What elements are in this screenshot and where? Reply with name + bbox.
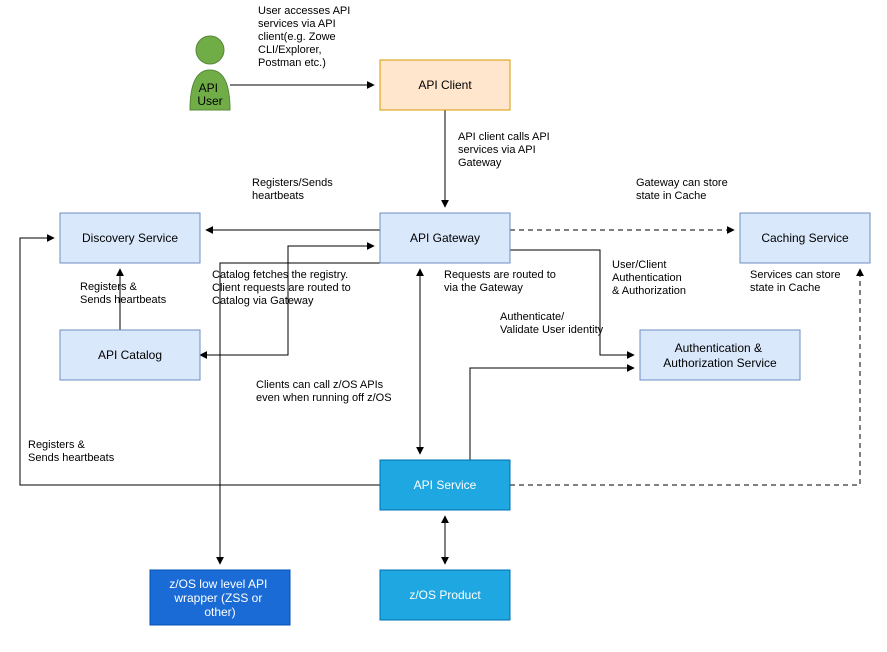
edge-label: Gateway can store state in Cache <box>636 177 731 202</box>
edge-label: User/Client Authentication & Authorizati… <box>612 259 686 297</box>
node-api-service: API Service <box>380 460 510 510</box>
node-label: API Gateway <box>410 231 480 245</box>
node-discovery-service: Discovery Service <box>60 213 200 263</box>
node-api-catalog: API Catalog <box>60 330 200 380</box>
edge-label: Catalog fetches the registry. Client req… <box>212 269 354 307</box>
edge-client-to-gateway: API client calls API services via API Ga… <box>445 110 553 207</box>
node-label: API Service <box>414 478 477 492</box>
edge-gateway-to-discovery: Registers/Sends heartbeats <box>206 177 380 230</box>
node-zos-wrapper: z/OS low level API wrapper (ZSS or other… <box>150 570 290 625</box>
node-label: z/OS Product <box>409 588 481 602</box>
node-zos-product: z/OS Product <box>380 570 510 620</box>
edge-gateway-to-wrapper: Clients can call z/OS APIs even when run… <box>220 263 395 564</box>
edge-label: Registers & Sends heartbeats <box>80 281 167 306</box>
node-label: Discovery Service <box>82 231 178 245</box>
node-api-client: API Client <box>380 60 510 110</box>
node-api-user: API User <box>190 36 230 110</box>
edge-label: Clients can call z/OS APIs even when run… <box>256 379 392 404</box>
edge-label: Registers & Sends heartbeats <box>28 439 115 464</box>
edge-label: Registers/Sends heartbeats <box>252 177 336 202</box>
node-label: Authentication & Authorization Service <box>663 341 777 370</box>
edge-label: Services can store state in Cache <box>750 269 844 294</box>
edge-label: Authenticate/ Validate User identity <box>500 311 604 336</box>
edge-user-to-client: User accesses API services via API clien… <box>230 5 374 85</box>
edge-gateway-to-caching: Gateway can store state in Cache <box>510 177 734 230</box>
edge-catalog-to-gateway: Catalog fetches the registry. Client req… <box>200 246 374 355</box>
edge-gateway-to-service: Requests are routed to via the Gateway <box>420 269 559 454</box>
edge-label: API client calls API services via API Ga… <box>458 131 553 169</box>
edge-label: Requests are routed to via the Gateway <box>444 269 559 294</box>
edge-catalog-to-discovery: Registers & Sends heartbeats <box>80 269 167 330</box>
node-label: API User <box>197 81 222 108</box>
node-label: API Catalog <box>98 348 162 362</box>
edge-label: User accesses API services via API clien… <box>258 5 353 69</box>
node-label: Caching Service <box>761 231 849 245</box>
node-api-gateway: API Gateway <box>380 213 510 263</box>
node-auth-service: Authentication & Authorization Service <box>640 330 800 380</box>
node-caching-service: Caching Service <box>740 213 870 263</box>
architecture-diagram: User accesses API services via API clien… <box>0 0 887 652</box>
edge-service-to-auth: Authenticate/ Validate User identity <box>470 311 634 460</box>
node-label: API Client <box>418 78 472 92</box>
